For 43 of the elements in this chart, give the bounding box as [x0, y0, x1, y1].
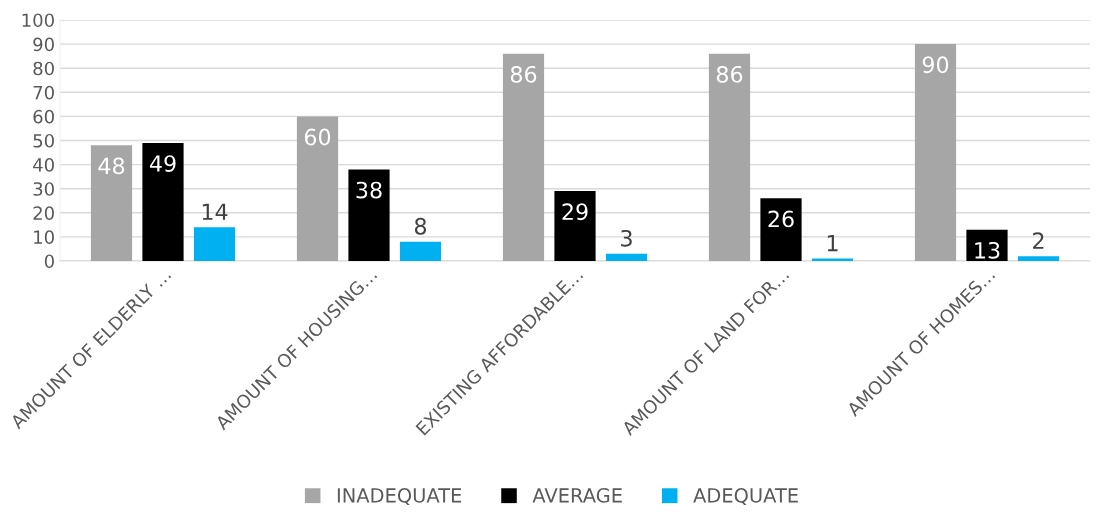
bar — [502, 53, 545, 261]
data-label: 1 — [827, 234, 838, 252]
legend-label: ADEQUATE — [693, 488, 798, 505]
bar — [966, 229, 1008, 261]
data-label: 26 — [768, 210, 794, 228]
y-tick-label: 90 — [33, 37, 54, 52]
data-label: 13 — [975, 241, 1000, 259]
bar — [296, 116, 339, 261]
y-tick-label: 70 — [33, 85, 54, 100]
bar — [914, 44, 957, 261]
y-tick-label: 10 — [34, 230, 54, 245]
data-label: 29 — [562, 203, 588, 221]
bar — [399, 241, 442, 261]
y-tick-label: 50 — [33, 133, 54, 148]
data-label: 86 — [510, 65, 537, 83]
data-label: 2 — [1033, 232, 1044, 249]
y-tick-label: 40 — [33, 158, 54, 172]
bar — [193, 227, 236, 261]
bar — [760, 198, 802, 261]
legend-label: AVERAGE — [532, 488, 622, 503]
data-label: 8 — [414, 217, 427, 235]
bar — [554, 191, 596, 261]
y-tick-label: 100 — [22, 13, 54, 28]
data-label: 86 — [716, 65, 743, 83]
bar — [605, 253, 648, 261]
y-tick-label: 20 — [33, 206, 54, 220]
data-label: 90 — [922, 56, 949, 74]
data-label: 49 — [149, 155, 176, 172]
legend-label: INADEQUATE — [337, 488, 462, 505]
data-label: 14 — [202, 203, 228, 220]
bar — [348, 169, 390, 261]
data-label: 48 — [98, 157, 125, 175]
bar — [142, 142, 184, 261]
bar — [90, 145, 133, 261]
data-label: 38 — [356, 181, 382, 199]
y-tick-label: 60 — [33, 109, 54, 124]
y-tick-label: 0 — [44, 254, 54, 269]
data-label: 60 — [304, 128, 331, 146]
bar — [708, 53, 751, 261]
y-tick-label: 80 — [33, 61, 54, 76]
data-label: 3 — [621, 229, 632, 247]
y-tick-label: 30 — [33, 182, 54, 196]
bar — [1017, 256, 1060, 261]
